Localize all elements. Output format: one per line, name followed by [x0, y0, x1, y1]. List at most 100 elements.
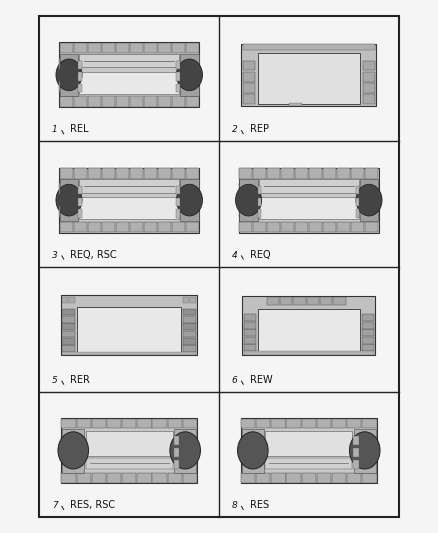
Text: RES, RSC: RES, RSC: [70, 500, 115, 510]
Bar: [259, 197, 359, 219]
Bar: [183, 309, 196, 316]
Bar: [173, 448, 179, 457]
Circle shape: [56, 184, 82, 216]
Bar: [92, 419, 106, 428]
Bar: [286, 473, 301, 482]
Bar: [244, 344, 256, 351]
Bar: [130, 222, 143, 232]
Text: REQ, RSC: REQ, RSC: [70, 249, 117, 260]
Bar: [62, 324, 75, 330]
Bar: [295, 222, 308, 232]
Bar: [253, 222, 266, 232]
Bar: [259, 179, 359, 192]
Bar: [116, 168, 129, 179]
Bar: [172, 96, 185, 107]
Bar: [280, 297, 293, 305]
Bar: [116, 43, 129, 53]
Bar: [258, 209, 261, 217]
Bar: [176, 186, 180, 195]
Text: 6: 6: [232, 376, 237, 385]
Circle shape: [56, 59, 82, 91]
Bar: [144, 96, 157, 107]
Bar: [168, 419, 182, 428]
Bar: [183, 330, 196, 337]
Text: 5: 5: [52, 376, 58, 385]
Bar: [88, 222, 101, 232]
Bar: [258, 198, 261, 206]
Bar: [61, 419, 76, 428]
Bar: [102, 222, 115, 232]
Bar: [240, 418, 377, 483]
Bar: [320, 297, 332, 305]
Circle shape: [236, 184, 261, 216]
Bar: [347, 419, 361, 428]
Bar: [356, 198, 359, 206]
Bar: [242, 429, 264, 473]
Bar: [176, 198, 180, 206]
Bar: [122, 473, 136, 482]
Text: REP: REP: [250, 124, 268, 134]
Bar: [88, 43, 101, 53]
Bar: [293, 297, 306, 305]
Bar: [60, 96, 73, 107]
Bar: [307, 297, 319, 305]
Circle shape: [350, 432, 380, 469]
Bar: [241, 44, 376, 106]
Bar: [243, 94, 255, 103]
Bar: [323, 222, 336, 232]
Bar: [61, 473, 76, 482]
Bar: [317, 473, 331, 482]
Bar: [152, 419, 167, 428]
Bar: [168, 473, 182, 482]
Bar: [183, 473, 197, 482]
Bar: [158, 168, 171, 179]
Bar: [363, 94, 375, 103]
Bar: [244, 329, 256, 336]
Bar: [271, 473, 286, 482]
Bar: [158, 43, 171, 53]
Bar: [39, 16, 399, 517]
Bar: [243, 61, 255, 70]
Bar: [78, 61, 82, 69]
Bar: [190, 297, 196, 303]
Bar: [60, 54, 78, 96]
Bar: [281, 168, 294, 179]
Text: 8: 8: [232, 501, 237, 510]
Bar: [239, 167, 379, 233]
Bar: [309, 168, 322, 179]
Text: RER: RER: [70, 375, 90, 385]
Bar: [102, 96, 115, 107]
Bar: [363, 83, 375, 93]
Bar: [176, 72, 180, 80]
Circle shape: [58, 432, 88, 469]
Bar: [173, 436, 179, 445]
Bar: [180, 179, 198, 221]
Bar: [79, 72, 179, 94]
Bar: [353, 436, 359, 445]
Bar: [62, 330, 75, 337]
Bar: [362, 344, 374, 351]
Bar: [70, 297, 75, 303]
Bar: [244, 351, 374, 354]
Bar: [107, 473, 121, 482]
Bar: [351, 168, 364, 179]
Bar: [172, 168, 185, 179]
Bar: [239, 168, 252, 179]
Circle shape: [356, 184, 382, 216]
Bar: [183, 324, 196, 330]
Bar: [78, 186, 82, 195]
Bar: [243, 72, 255, 82]
Bar: [88, 96, 101, 107]
Bar: [240, 179, 258, 221]
Bar: [186, 43, 199, 53]
Bar: [365, 222, 378, 232]
Bar: [62, 309, 75, 316]
Bar: [78, 198, 82, 206]
Bar: [363, 72, 375, 82]
Bar: [77, 419, 91, 428]
Bar: [152, 473, 167, 482]
Bar: [353, 448, 359, 457]
Circle shape: [177, 59, 202, 91]
Bar: [258, 310, 360, 352]
Bar: [130, 96, 143, 107]
